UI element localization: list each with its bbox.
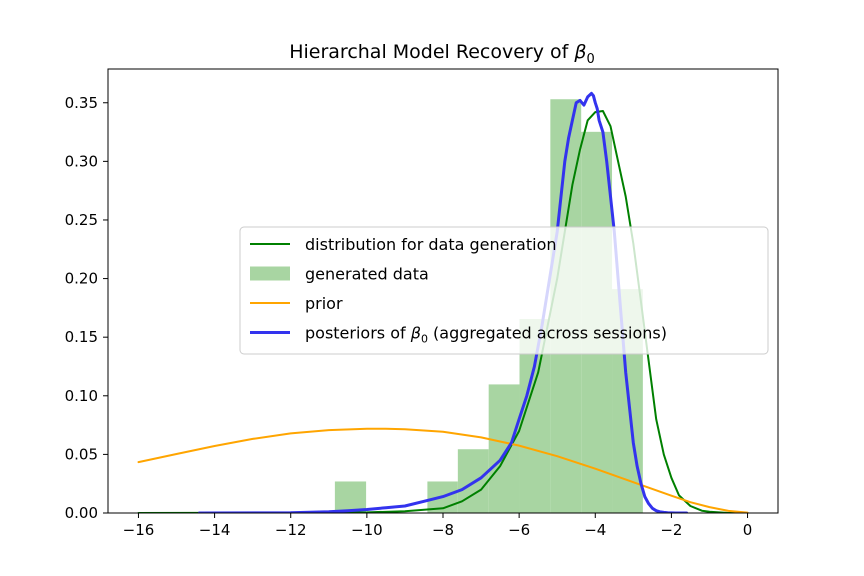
y-tick-label: 0.30 bbox=[65, 152, 98, 170]
legend-box bbox=[239, 226, 769, 355]
x-tick-label: 0 bbox=[743, 521, 753, 539]
x-tick-label: −6 bbox=[508, 521, 530, 539]
series-line bbox=[137, 110, 749, 513]
x-tick-label: −4 bbox=[584, 521, 606, 539]
y-tick-label: 0.15 bbox=[65, 328, 98, 346]
histogram-bar bbox=[334, 481, 367, 513]
legend-label: distribution for data generation bbox=[305, 235, 557, 254]
y-axis: 0.00 0.05 0.10 0.15 0.20 0.25 0.30 0.35 bbox=[65, 94, 108, 522]
x-tick-label: −16 bbox=[123, 521, 155, 539]
legend-patch bbox=[250, 266, 290, 281]
series-line bbox=[197, 91, 689, 513]
series-line bbox=[137, 427, 749, 513]
y-tick-label: 0.25 bbox=[65, 211, 98, 229]
x-tick-label: −14 bbox=[199, 521, 231, 539]
legend-label: prior bbox=[305, 294, 343, 313]
x-tick-label: −2 bbox=[660, 521, 682, 539]
y-tick-label: 0.10 bbox=[65, 387, 98, 405]
x-tick-label: −8 bbox=[432, 521, 454, 539]
series-lines bbox=[137, 91, 749, 513]
legend-label: generated data bbox=[305, 265, 429, 284]
legend: distribution for data generation generate… bbox=[239, 226, 769, 355]
x-tick-label: −12 bbox=[275, 521, 307, 539]
chart-title: Hierarchal Model Recovery of β0 bbox=[289, 41, 595, 67]
histogram-bars bbox=[334, 99, 643, 514]
y-tick-label: 0.05 bbox=[65, 445, 98, 463]
x-axis: −16 −14 −12 −10 −8 −6 −4 −2 0 bbox=[123, 513, 753, 539]
legend-label: posteriors of β0 (aggregated across sess… bbox=[305, 324, 667, 346]
histogram-bar bbox=[488, 384, 520, 513]
y-tick-label: 0.35 bbox=[65, 94, 98, 112]
y-tick-label: 0.20 bbox=[65, 270, 98, 288]
y-tick-label: 0.00 bbox=[65, 504, 98, 522]
x-tick-label: −10 bbox=[351, 521, 383, 539]
